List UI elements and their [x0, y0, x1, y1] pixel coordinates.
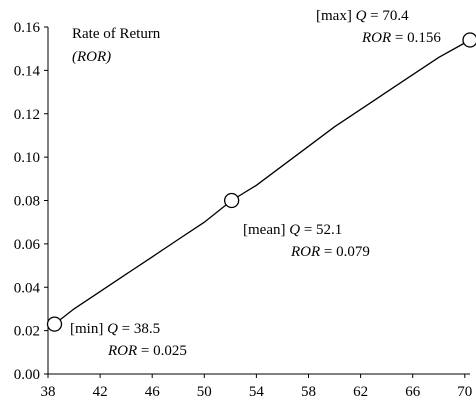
y-tick-label: 0.06 — [14, 237, 41, 253]
annotation-max-line-2: ROR = 0.156 — [361, 30, 441, 46]
annotation-max-var2: ROR — [361, 30, 391, 46]
annotation-max-var1: Q — [356, 8, 367, 24]
annotation-min-line-1: [min] Q = 38.5 — [70, 321, 160, 337]
annotation-min-prefix: [min] — [70, 321, 107, 337]
annotation-max-val1: = 70.4 — [366, 8, 409, 24]
y-axis-label-line-2: (ROR) — [72, 49, 111, 65]
annotation-max-prefix: [max] — [316, 8, 356, 24]
annotation-min: [min] Q = 38.5 ROR = 0.025 — [70, 321, 187, 359]
annotation-max-line-1: [max] Q = 70.4 — [316, 8, 409, 24]
annotation-mean-val2: = 0.079 — [320, 244, 370, 260]
annotation-min-var2: ROR — [107, 343, 137, 359]
x-tick-label: 42 — [93, 384, 108, 400]
y-tick-label: 0.12 — [14, 107, 40, 123]
markers — [46, 32, 476, 332]
annotation-min-var1: Q — [107, 321, 118, 337]
annotation-max: [max] Q = 70.4 ROR = 0.156 — [316, 8, 441, 46]
marker-min — [46, 316, 63, 332]
marker-max — [462, 32, 476, 48]
annotation-min-line-2: ROR = 0.025 — [107, 343, 187, 359]
annotation-mean-val1: = 52.1 — [300, 222, 342, 238]
y-axis-label: Rate of Return (ROR) — [72, 26, 161, 65]
marker-mean — [223, 192, 240, 209]
annotation-mean-var2: ROR — [290, 244, 320, 260]
annotation-mean-line-2: ROR = 0.079 — [290, 244, 370, 260]
annotation-max-val2: = 0.156 — [391, 30, 441, 46]
series — [54, 39, 471, 325]
x-tick-label: 62 — [353, 384, 368, 400]
annotation-min-val2: = 0.025 — [137, 343, 187, 359]
y-tick-label: 0.10 — [14, 150, 40, 166]
y-tick-label: 0.16 — [14, 20, 41, 36]
x-tick-label: 46 — [145, 384, 161, 400]
x-ticks: 38 42 46 50 54 58 62 66 70 — [41, 374, 472, 400]
x-tick-label: 54 — [249, 384, 265, 400]
y-axis-label-line-1: Rate of Return — [72, 26, 161, 42]
annotation-mean-var1: Q — [289, 222, 300, 238]
y-tick-label: 0.08 — [14, 194, 40, 210]
y-tick-label: 0.04 — [14, 280, 41, 296]
y-tick-label: 0.02 — [14, 324, 40, 340]
x-tick-label: 38 — [41, 384, 56, 400]
annotation-min-val1: = 38.5 — [118, 321, 160, 337]
x-tick-label: 66 — [405, 384, 421, 400]
y-tick-label: 0.00 — [14, 367, 40, 383]
annotation-mean-prefix: [mean] — [243, 222, 289, 238]
series-line — [54, 39, 471, 325]
x-tick-label: 70 — [457, 384, 472, 400]
annotation-mean: [mean] Q = 52.1 ROR = 0.079 — [243, 222, 370, 260]
y-ticks: 0.00 0.02 0.04 0.06 0.08 0.10 0.12 0.14 0.16 — [14, 20, 48, 383]
annotation-mean-line-1: [mean] Q = 52.1 — [243, 222, 342, 238]
x-tick-label: 50 — [197, 384, 212, 400]
y-tick-label: 0.14 — [14, 63, 41, 79]
x-tick-label: 58 — [301, 384, 316, 400]
